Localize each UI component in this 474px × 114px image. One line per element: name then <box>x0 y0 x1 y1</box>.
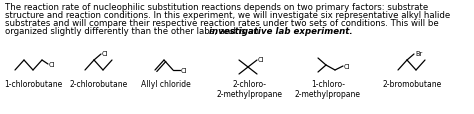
Text: 1-chloro-
2-methylpropane: 1-chloro- 2-methylpropane <box>295 79 361 98</box>
Text: Cl: Cl <box>258 57 264 62</box>
Text: Allyl chloride: Allyl chloride <box>141 79 191 88</box>
Text: 1-chlorobutane: 1-chlorobutane <box>4 79 62 88</box>
Text: Cl: Cl <box>49 61 55 67</box>
Text: organized slightly differently than the other labs, and is an: organized slightly differently than the … <box>5 27 262 36</box>
Text: Cl: Cl <box>344 63 350 69</box>
Text: Cl: Cl <box>181 67 188 73</box>
Text: The reaction rate of nucleophilic substitution reactions depends on two primary : The reaction rate of nucleophilic substi… <box>5 3 428 12</box>
Text: investigative lab experiment.: investigative lab experiment. <box>209 27 353 36</box>
Text: substrates and will compare their respective reaction rates under two sets of co: substrates and will compare their respec… <box>5 19 439 28</box>
Text: Br: Br <box>415 51 422 57</box>
Text: 2-bromobutane: 2-bromobutane <box>383 79 442 88</box>
Text: structure and reaction conditions. In this experiment, we will investigate six r: structure and reaction conditions. In th… <box>5 11 450 20</box>
Text: 2-chloro-
2-methylpropane: 2-chloro- 2-methylpropane <box>217 79 283 98</box>
Text: 2-chlorobutane: 2-chlorobutane <box>70 79 128 88</box>
Text: Cl: Cl <box>102 51 109 57</box>
